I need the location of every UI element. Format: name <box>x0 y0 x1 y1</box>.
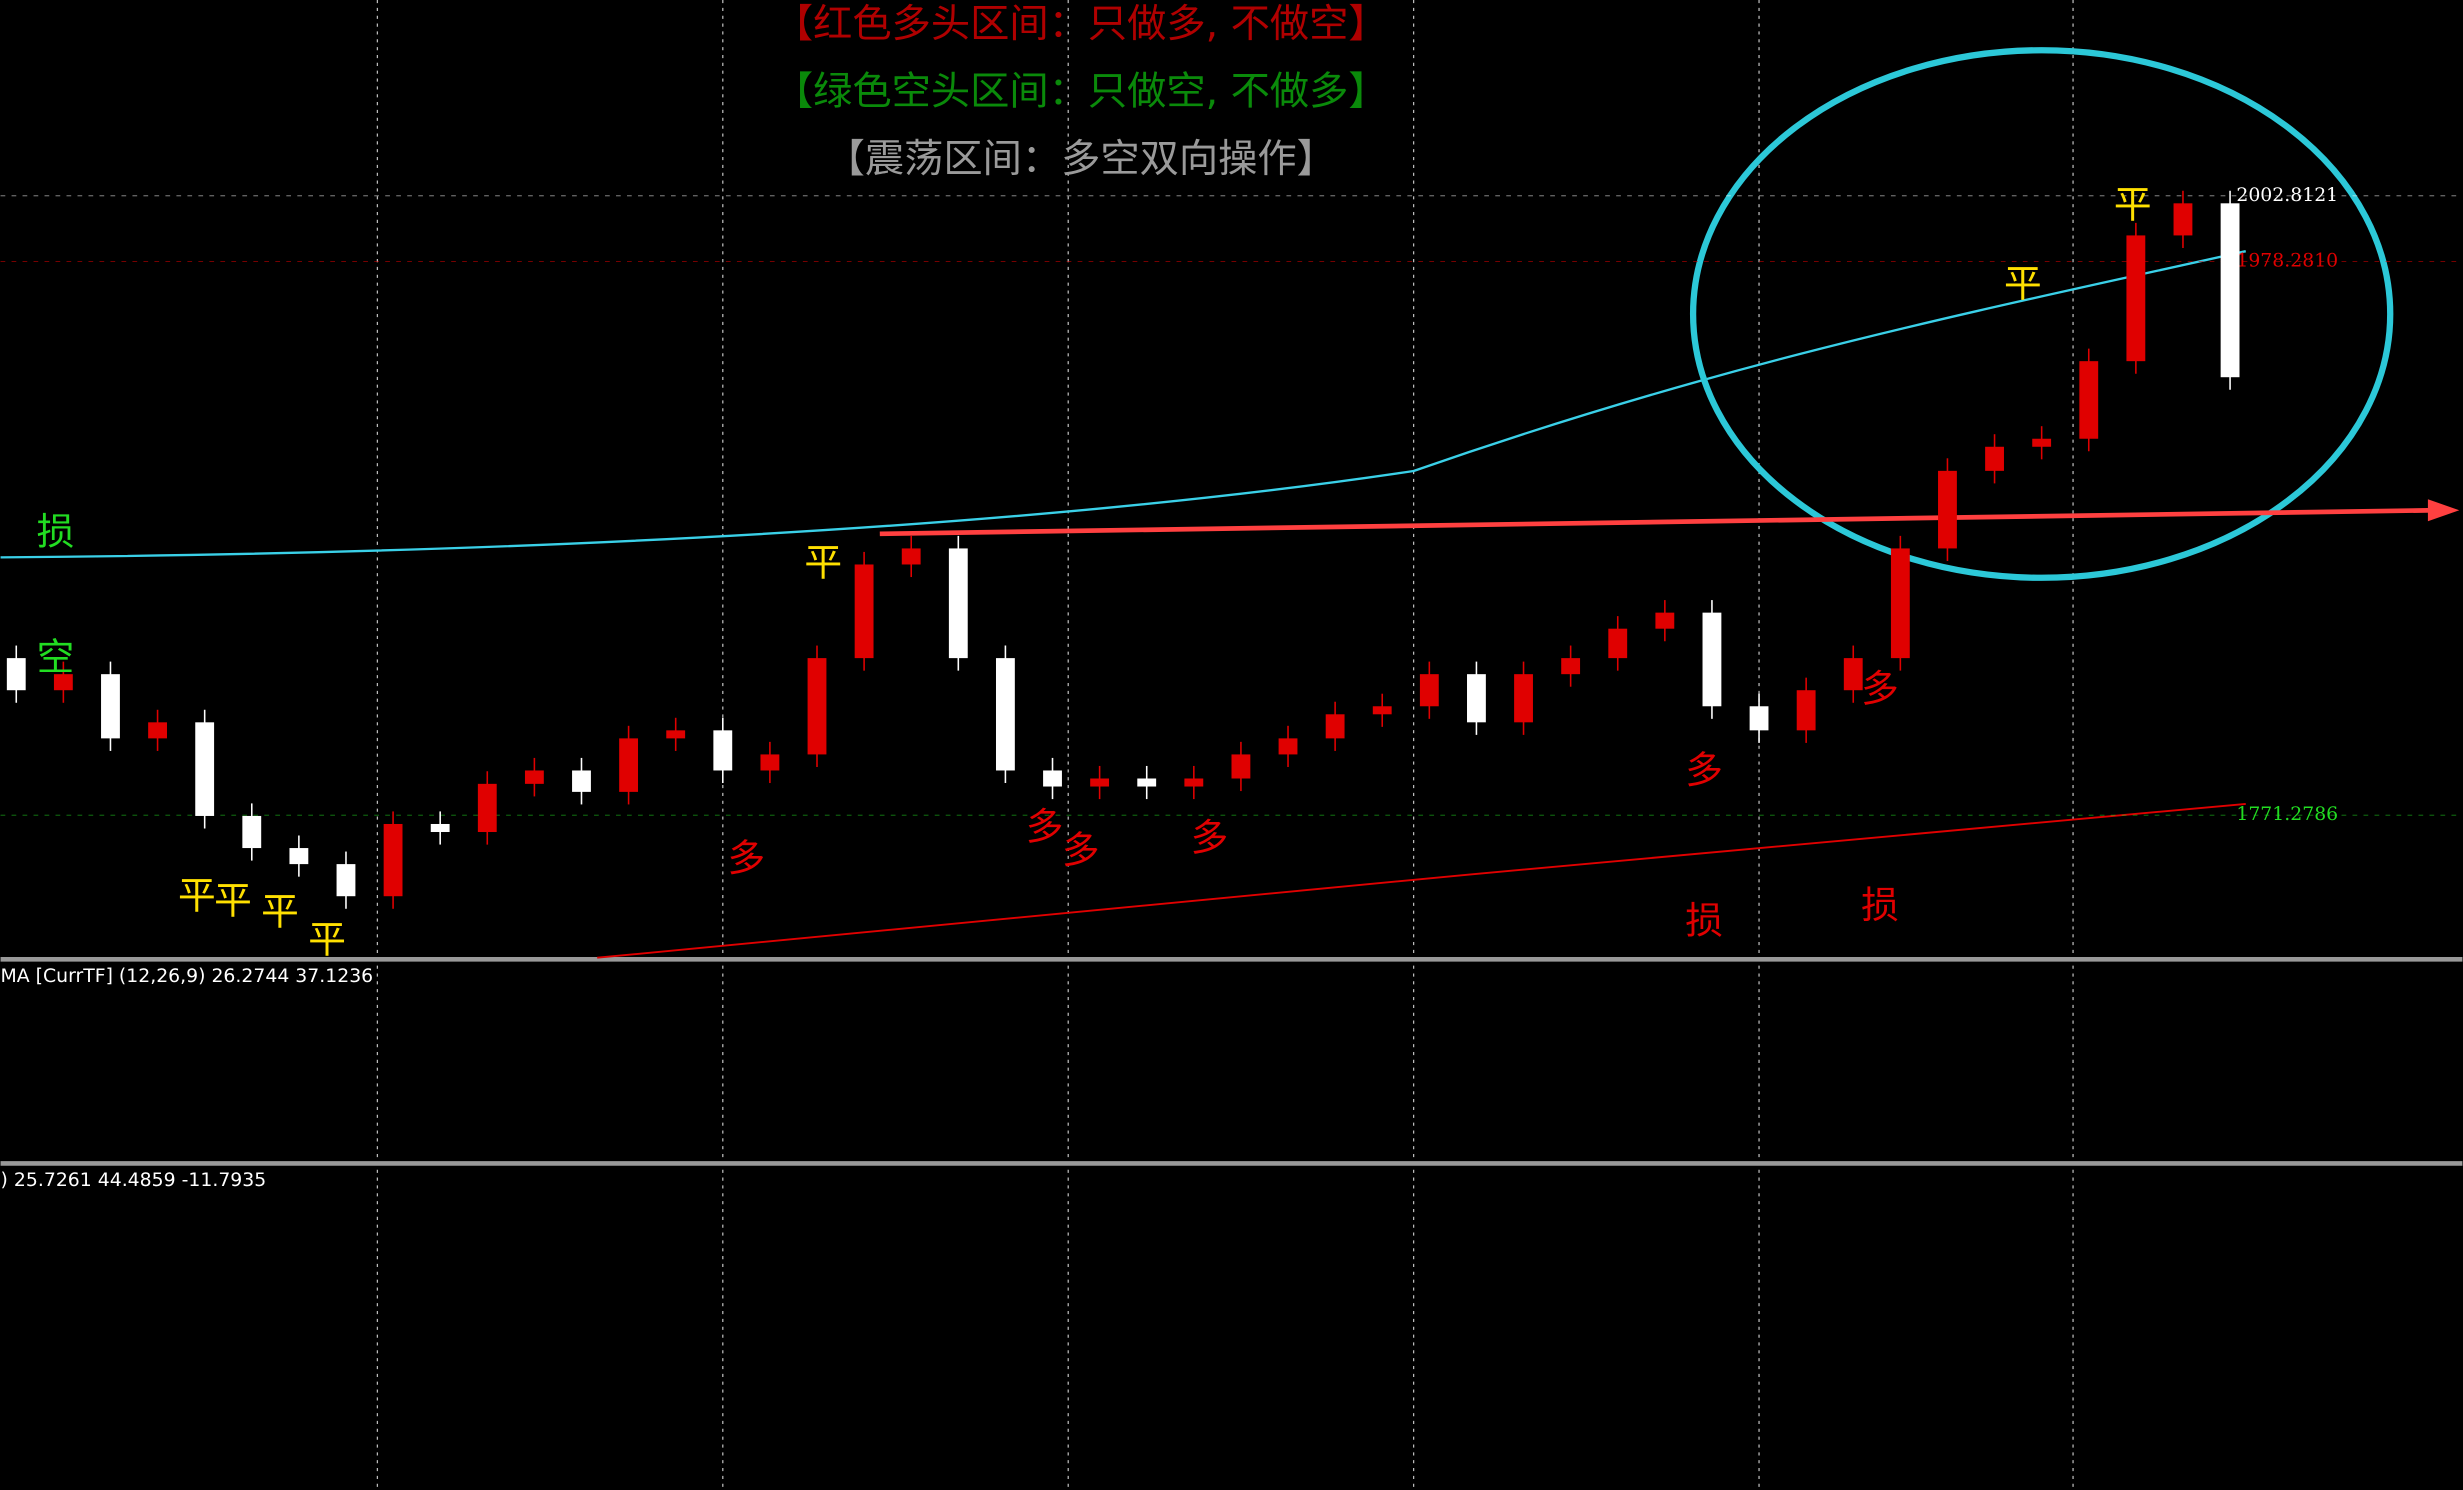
candle-body <box>2126 235 2146 362</box>
signal-annotation: 多 <box>1026 804 1064 848</box>
candle-body <box>1467 674 1486 723</box>
signal-annotation: 多 <box>1685 748 1723 792</box>
signal-annotation: 多 <box>1191 815 1229 859</box>
candle-body <box>1090 778 1110 787</box>
candle-body <box>430 823 450 833</box>
signal-annotation: 平 <box>2004 261 2042 305</box>
candle-body <box>383 823 403 897</box>
candle-body <box>713 730 733 771</box>
candle-body <box>1985 446 2004 471</box>
signal-annotation: 损 <box>37 509 75 553</box>
candle-body <box>242 815 262 849</box>
price-label: 1771.2786 <box>2236 804 2338 825</box>
signal-annotation: 平 <box>178 874 216 918</box>
candle-body <box>572 770 591 792</box>
candle-body <box>1655 612 1675 629</box>
signal-annotation: 损 <box>1685 899 1723 943</box>
candle-body <box>2032 438 2052 447</box>
signal-annotation: 平 <box>261 889 299 933</box>
arrow-head <box>2427 499 2460 522</box>
candle-body <box>1184 778 1204 787</box>
signal-annotation: 平 <box>2114 183 2152 227</box>
candle-body <box>148 722 167 739</box>
candle-body <box>1514 674 1533 723</box>
candle-body <box>1938 470 1957 549</box>
candle-body <box>1749 706 1769 731</box>
candle-body <box>807 658 827 755</box>
candle-body <box>101 674 120 739</box>
candle-body <box>1702 612 1722 707</box>
vertical-grid <box>376 0 2074 1490</box>
candle-body <box>1561 658 1581 675</box>
candle-body <box>1043 770 1062 787</box>
signal-annotation: 多 <box>1861 666 1899 710</box>
signal-annotation: 平 <box>804 541 842 585</box>
signal-annotation: 空 <box>37 635 75 679</box>
candle-body <box>524 770 544 784</box>
candle-body <box>1419 674 1439 707</box>
candle-body <box>6 658 26 691</box>
highlight-ellipse <box>1689 47 2394 581</box>
header-line: 【红色多头区间：只做多, 不做空】 <box>774 2 1388 47</box>
signal-annotation: 损 <box>1861 883 1899 927</box>
kd-label: ) 25.7261 44.4859 -11.7935 <box>1 1170 267 1191</box>
candle-body <box>760 754 780 771</box>
candle-body <box>666 730 686 739</box>
price-label: 2002.8121 <box>2236 185 2338 206</box>
candle-body <box>2173 203 2193 236</box>
header: 【红色多头区间：只做多, 不做空】【绿色空头区间：只做空, 不做多】【震荡区间：… <box>774 2 1388 182</box>
candle-body <box>995 658 1015 771</box>
candle-body <box>2220 203 2240 378</box>
trend-line <box>597 802 2246 959</box>
candle-body <box>948 548 968 659</box>
header-line: 【绿色空头区间：只做空, 不做多】 <box>774 70 1388 115</box>
candle-body <box>477 783 497 833</box>
candle-body <box>1231 754 1251 779</box>
candle-body <box>1372 706 1392 715</box>
signal-annotation: 平 <box>308 918 346 962</box>
candle-body <box>619 738 639 792</box>
signal-annotation: 多 <box>1062 828 1100 872</box>
candle-body <box>53 674 73 691</box>
candle-body <box>854 564 874 659</box>
candle-body <box>1137 778 1157 787</box>
signal-annotation: 多 <box>728 836 766 880</box>
candle-body <box>1325 714 1345 739</box>
long-ma-line <box>0 250 2247 559</box>
candle-body <box>901 548 921 565</box>
candle-body <box>1796 690 1816 731</box>
candle-body <box>1843 658 1863 691</box>
candle-body <box>1278 738 1298 755</box>
candle-body <box>1890 548 1910 659</box>
candle-body <box>289 848 309 865</box>
candle-body <box>195 722 215 816</box>
price-label: 1978.2810 <box>2236 250 2338 271</box>
candle-body <box>2079 361 2099 439</box>
signal-annotation: 平 <box>214 878 252 922</box>
candle-body <box>1608 628 1628 659</box>
header-line: 【震荡区间：多空双向操作】 <box>826 137 1336 182</box>
plot: 2002.81211978.28101771.2786损空平平 平平平平平多多多多… <box>0 183 2463 962</box>
candle-body <box>336 864 356 897</box>
macd-label: MA [CurrTF] (12,26,9) 26.2744 37.1236 <box>1 966 374 987</box>
arrow-line <box>879 507 2435 537</box>
